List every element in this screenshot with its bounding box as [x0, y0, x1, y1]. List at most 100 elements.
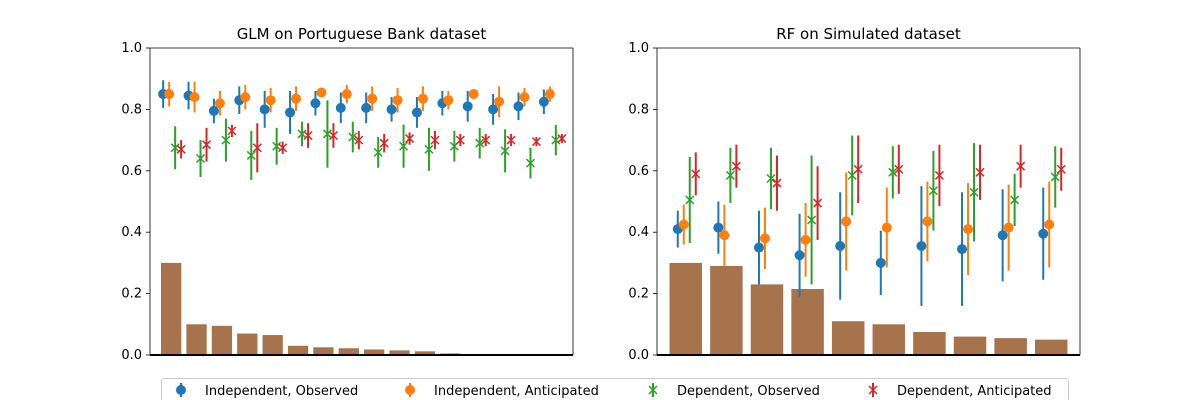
data-point-dependent-observed: [399, 141, 409, 151]
importance-bar: [913, 331, 946, 355]
data-point-dependent-anticipated: [691, 169, 701, 179]
importance-bar: [831, 321, 865, 355]
legend-entry-dependent-observed: Dependent, Observed: [648, 383, 820, 399]
y-tick-label: 0.8: [121, 102, 142, 117]
data-point-independent-anticipated: [922, 216, 933, 227]
data-point-independent-anticipated: [800, 234, 811, 245]
data-point-independent-observed: [386, 104, 397, 115]
data-point-dependent-anticipated: [853, 164, 863, 174]
data-point-dependent-anticipated: [934, 170, 944, 180]
legend-label: Dependent, Anticipated: [897, 384, 1052, 399]
y-tick-label: 0.6: [121, 164, 142, 179]
importance-bar: [994, 338, 1027, 355]
data-point-independent-observed: [835, 241, 846, 252]
importance-bar: [313, 347, 334, 355]
data-point-independent-anticipated: [719, 230, 730, 241]
data-point-dependent-anticipated: [379, 138, 389, 148]
importance-bar: [338, 348, 359, 355]
data-point-independent-anticipated: [519, 92, 530, 103]
data-point-independent-observed: [713, 222, 724, 233]
data-point-independent-observed: [361, 102, 372, 113]
data-point-dependent-observed: [221, 135, 231, 145]
importance-bar: [1034, 339, 1068, 355]
importance-bar: [872, 324, 906, 355]
y-tick-label: 0.2: [628, 287, 649, 302]
data-point-independent-observed: [310, 98, 321, 109]
data-point-dependent-observed: [888, 167, 898, 177]
legend-entry-independent-observed: Independent, Observed: [176, 383, 358, 399]
data-point-dependent-anticipated: [1056, 164, 1066, 174]
data-point-independent-observed: [957, 244, 968, 255]
importance-bar: [160, 262, 182, 355]
data-point-dependent-anticipated: [354, 135, 364, 145]
legend-label: Dependent, Observed: [677, 384, 820, 399]
data-point-dependent-anticipated: [557, 134, 567, 144]
y-tick-label: 0.0: [121, 348, 142, 363]
data-point-independent-observed: [335, 102, 346, 113]
data-point-independent-anticipated: [341, 89, 352, 100]
data-point-independent-observed: [794, 250, 805, 261]
legend-label: Independent, Anticipated: [434, 384, 599, 399]
data-point-dependent-observed: [928, 186, 938, 196]
data-point-dependent-observed: [1050, 172, 1060, 182]
data-point-dependent-anticipated: [405, 134, 415, 144]
data-point-dependent-observed: [424, 144, 434, 154]
data-point-dependent-observed: [766, 173, 776, 184]
legend-marker: [868, 385, 878, 395]
data-point-independent-anticipated: [392, 95, 403, 106]
data-point-independent-observed: [462, 101, 473, 112]
data-point-dependent-anticipated: [772, 178, 782, 188]
legend-marker: [405, 385, 415, 395]
data-point-independent-anticipated: [443, 95, 454, 106]
data-point-dependent-anticipated: [430, 135, 440, 145]
data-point-independent-observed: [916, 241, 927, 252]
importance-bar: [791, 288, 824, 355]
chart-title: GLM on Portuguese Bank dataset: [237, 25, 487, 43]
data-point-dependent-anticipated: [894, 164, 904, 174]
importance-bar: [262, 335, 283, 355]
data-point-dependent-observed: [195, 153, 206, 164]
data-point-independent-anticipated: [963, 224, 974, 235]
data-point-dependent-observed: [373, 147, 383, 157]
chart-panel-1: 0.0 0.2 0.4 0.6 0.8 1.0 GLM on Portuguese Bank…: [121, 25, 574, 363]
data-point-independent-anticipated: [214, 98, 225, 109]
data-point-independent-observed: [513, 101, 524, 112]
data-point-independent-observed: [208, 105, 219, 116]
y-tick-label: 0.4: [628, 225, 649, 240]
data-point-dependent-anticipated: [975, 167, 985, 177]
importance-bar: [287, 345, 309, 355]
data-point-independent-anticipated: [189, 92, 200, 103]
y-tick-label: 0.6: [628, 164, 649, 179]
importance-bar: [237, 333, 258, 355]
legend-marker: [648, 385, 658, 395]
data-point-dependent-observed: [525, 158, 536, 168]
legend-label: Independent, Observed: [205, 384, 358, 399]
importance-bar: [414, 351, 436, 355]
data-point-independent-observed: [285, 107, 296, 118]
data-point-independent-anticipated: [1044, 219, 1055, 230]
legend-entry-dependent-anticipated: Dependent, Anticipated: [868, 383, 1052, 399]
data-point-independent-anticipated: [494, 96, 505, 107]
data-point-independent-observed: [411, 107, 422, 118]
data-point-dependent-observed: [475, 138, 485, 148]
data-point-dependent-observed: [246, 150, 256, 160]
y-tick-label: 0.8: [628, 102, 649, 117]
data-point-dependent-anticipated: [731, 161, 741, 171]
legend-frame: [161, 378, 1069, 400]
y-tick-label: 1.0: [121, 41, 142, 56]
y-tick-label: 0.4: [121, 225, 142, 240]
importance-bar: [186, 324, 207, 355]
data-point-independent-observed: [753, 242, 764, 253]
y-tick-label: 0.0: [628, 348, 649, 363]
data-point-independent-anticipated: [164, 89, 175, 100]
data-point-independent-anticipated: [881, 222, 892, 233]
y-tick-label: 1.0: [628, 41, 649, 56]
data-point-independent-anticipated: [240, 92, 251, 103]
importance-bar: [364, 349, 385, 355]
data-point-dependent-observed: [725, 170, 735, 180]
data-point-dependent-observed: [685, 195, 695, 205]
data-point-independent-anticipated: [316, 87, 327, 98]
data-point-dependent-anticipated: [201, 140, 212, 150]
importance-bar: [669, 262, 703, 355]
